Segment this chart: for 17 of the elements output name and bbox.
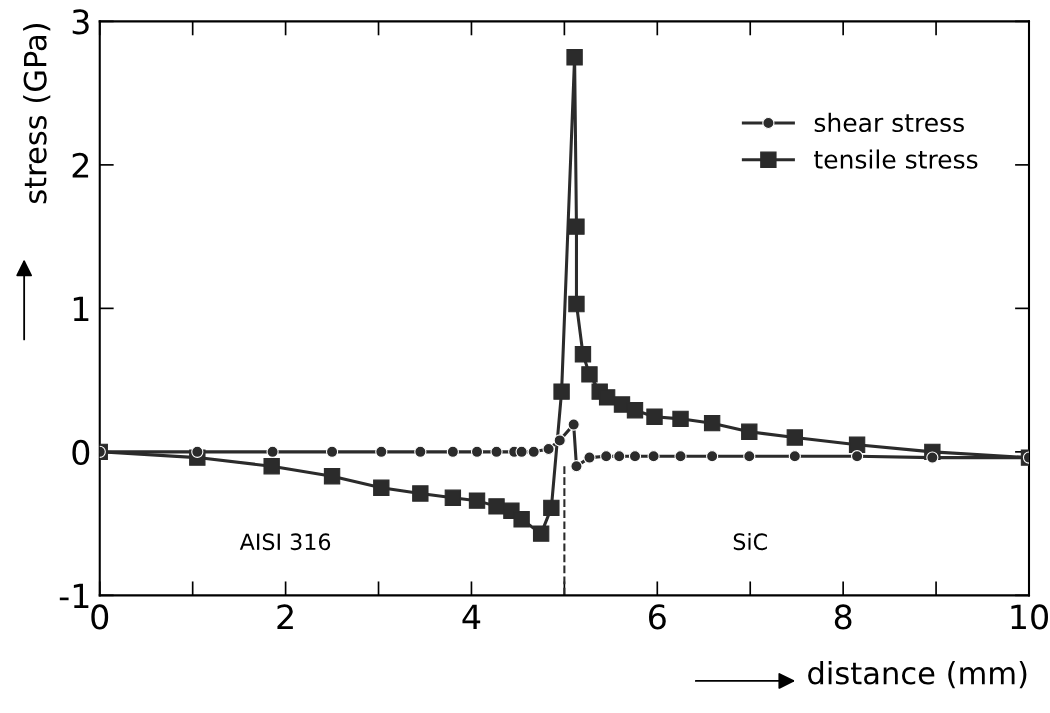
annotation: SiC <box>733 532 767 551</box>
legend-label: tensile stress <box>814 149 978 169</box>
y-tick-label: 2 <box>72 152 89 178</box>
legend-label: shear stress <box>814 112 964 133</box>
x-tick-label: 6 <box>649 604 666 630</box>
x-tick-label: 2 <box>277 604 293 630</box>
x-tick-label: 0 <box>91 604 109 630</box>
y-axis-title: stress (GPa) <box>23 24 51 204</box>
y-tick-label: 3 <box>72 9 89 35</box>
x-axis-title: distance (mm) <box>808 660 1027 689</box>
x-tick-label: 4 <box>462 604 481 630</box>
y-tick-label: -1 <box>59 583 89 609</box>
x-tick-label: 8 <box>834 604 852 630</box>
y-tick-label: 1 <box>73 296 89 322</box>
y-tick-label: 0 <box>72 439 90 465</box>
annotation: AISI 316 <box>239 533 331 551</box>
x-tick-label: 10 <box>1011 604 1048 630</box>
